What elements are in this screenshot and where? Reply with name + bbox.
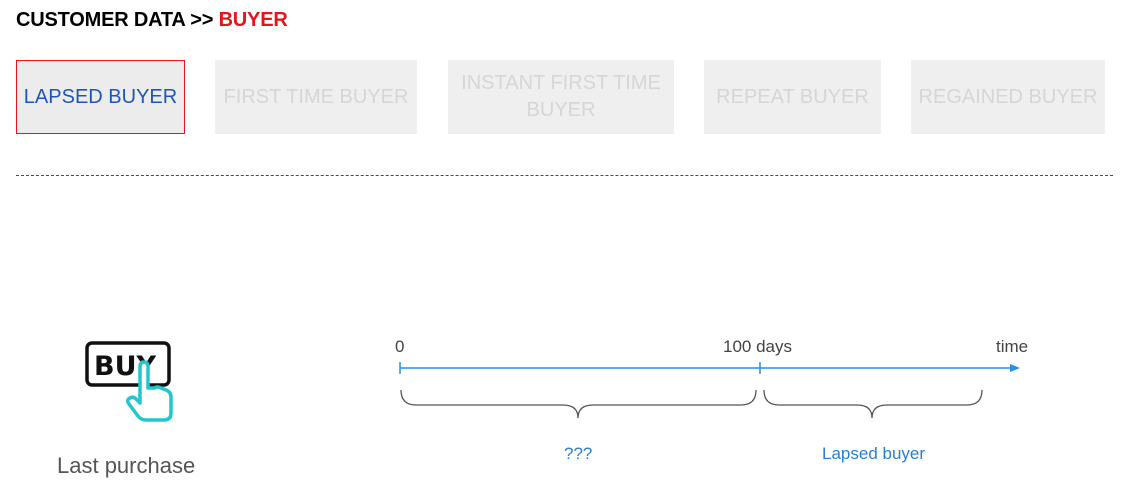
tab-label: LAPSED BUYER bbox=[23, 85, 178, 108]
brace-unknown-range bbox=[400, 389, 757, 419]
tab-label: REPEAT BUYER bbox=[716, 85, 869, 108]
tab-label-line1: INSTANT FIRST TIME bbox=[461, 72, 661, 94]
tick-label-time: time bbox=[996, 337, 1029, 356]
tab-repeat-buyer[interactable]: REPEAT BUYER bbox=[704, 60, 881, 134]
last-purchase-caption: Last purchase bbox=[57, 453, 196, 478]
tab-first-time-buyer[interactable]: FIRST TIME BUYER bbox=[215, 60, 417, 134]
tick-label-start: 0 bbox=[395, 337, 405, 356]
buy-hand-icon: BUY bbox=[82, 340, 177, 431]
tab-label: FIRST TIME BUYER bbox=[223, 85, 409, 108]
tick-label-100-days: 100 days bbox=[723, 337, 792, 356]
tab-instant-first-time-buyer[interactable]: INSTANT FIRST TIME BUYER bbox=[448, 60, 674, 134]
tab-regained-buyer[interactable]: REGAINED BUYER bbox=[911, 60, 1105, 134]
tab-label-line2: BUYER bbox=[526, 99, 596, 121]
tab-label: REGAINED BUYER bbox=[918, 85, 1098, 108]
brace-label-lapsed-buyer: Lapsed buyer bbox=[822, 444, 926, 463]
tab-lapsed-buyer[interactable]: LAPSED BUYER bbox=[16, 60, 185, 134]
breadcrumb-prefix: CUSTOMER DATA >> bbox=[16, 9, 214, 31]
section-divider bbox=[16, 175, 1113, 176]
brace-label-unknown: ??? bbox=[564, 444, 593, 463]
brace-lapsed-range bbox=[763, 389, 983, 419]
breadcrumb-current: BUYER bbox=[218, 9, 288, 31]
page-title: CUSTOMER DATA >> BUYER bbox=[16, 9, 288, 32]
